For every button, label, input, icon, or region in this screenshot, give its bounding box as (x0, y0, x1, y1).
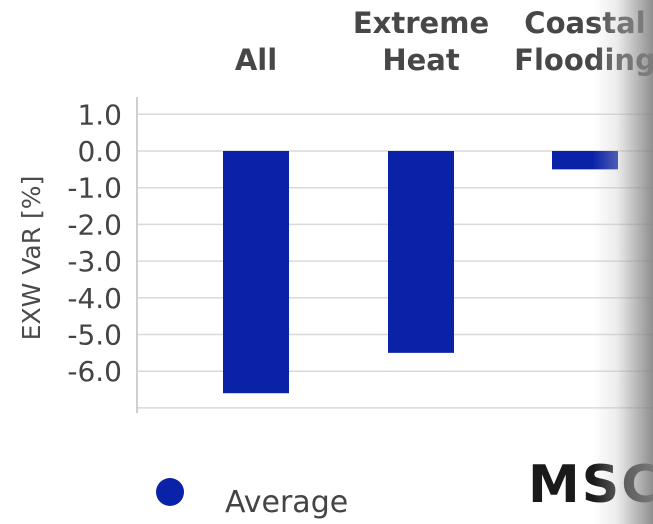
y-tick-label: -2.0 (67, 208, 122, 241)
msci-logo-text: MSC (528, 455, 653, 515)
legend: Average (156, 478, 348, 520)
category-label: Heat (382, 43, 460, 77)
category-label: All (235, 43, 277, 77)
y-tick-label: -6.0 (67, 355, 122, 388)
y-tick-label: -3.0 (67, 245, 122, 278)
category-label: Extreme (353, 6, 489, 40)
legend-marker-average (156, 478, 184, 506)
y-tick-labels: 1.0 0.0 -1.0-2.0 -3.0 -4.0 -5.0-6.0 (67, 98, 122, 388)
category-label: Flooding (514, 43, 653, 77)
y-tick-label: -5.0 (67, 319, 122, 352)
y-tick-label: 0.0 (77, 135, 122, 168)
y-tick-label: -1.0 (67, 172, 122, 205)
y-tick-label: 1.0 (77, 98, 122, 131)
legend-label-average: Average (225, 485, 348, 520)
bar-coastal-flooding (552, 151, 618, 170)
bar-extreme-heat (388, 151, 454, 353)
y-tick-label: -4.0 (67, 282, 122, 315)
bar-all (223, 151, 289, 394)
y-axis-title: EXW VaR [%] (17, 176, 46, 341)
category-label: Coastal (524, 6, 645, 40)
